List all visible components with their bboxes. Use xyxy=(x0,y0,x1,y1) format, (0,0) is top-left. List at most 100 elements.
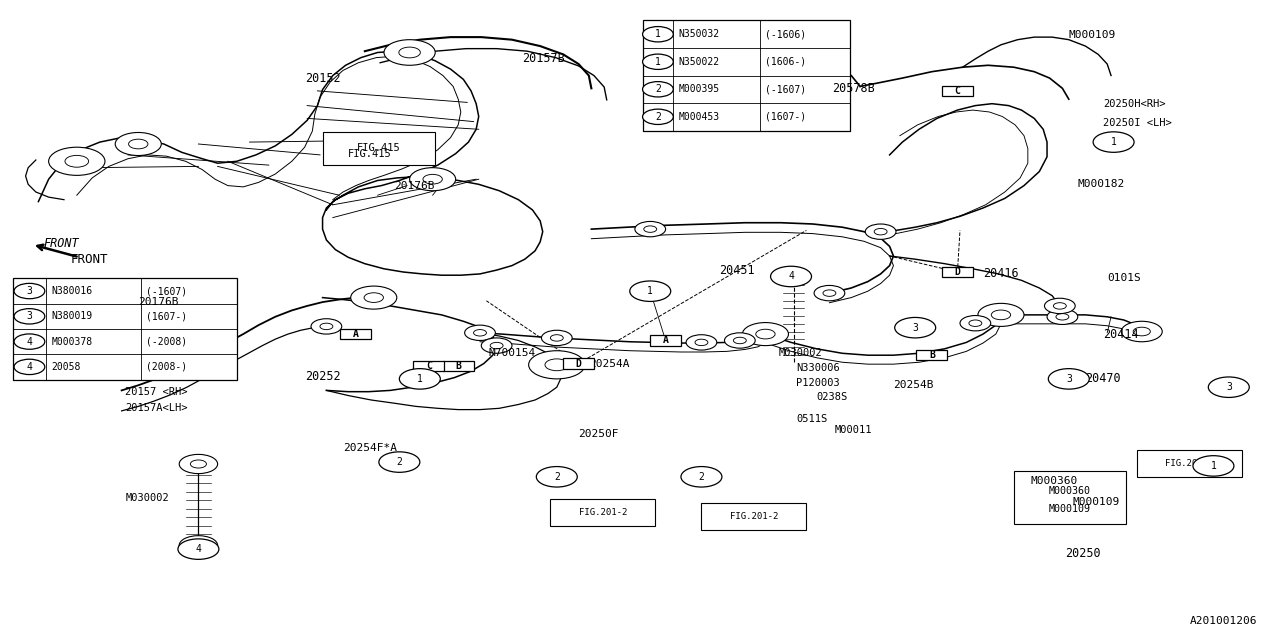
Bar xyxy=(413,361,444,371)
Text: M030002: M030002 xyxy=(778,348,822,358)
Text: FIG.201-2: FIG.201-2 xyxy=(1165,459,1213,468)
Text: M000182: M000182 xyxy=(1078,179,1125,189)
Text: N380016: N380016 xyxy=(51,286,92,296)
Circle shape xyxy=(49,147,105,175)
Circle shape xyxy=(379,452,420,472)
Circle shape xyxy=(733,337,746,344)
Text: FRONT: FRONT xyxy=(44,237,79,250)
Text: (2008-): (2008-) xyxy=(146,362,187,372)
Circle shape xyxy=(550,335,563,341)
Circle shape xyxy=(643,82,673,97)
Text: 20157B: 20157B xyxy=(522,52,564,65)
Text: 4: 4 xyxy=(196,544,201,554)
Text: M000109: M000109 xyxy=(1050,504,1091,514)
Circle shape xyxy=(481,338,512,353)
Text: 3: 3 xyxy=(27,286,32,296)
Bar xyxy=(1014,471,1126,524)
Bar xyxy=(643,20,850,131)
Circle shape xyxy=(364,292,384,303)
Bar xyxy=(942,86,973,96)
Text: A: A xyxy=(353,329,358,339)
Text: B: B xyxy=(929,350,934,360)
Text: M700154: M700154 xyxy=(489,348,536,358)
Text: 20250F: 20250F xyxy=(579,429,620,439)
Circle shape xyxy=(384,40,435,65)
Circle shape xyxy=(686,335,717,350)
Text: D: D xyxy=(955,267,960,277)
Bar xyxy=(323,132,435,165)
Circle shape xyxy=(771,266,812,287)
Text: M000360: M000360 xyxy=(1030,476,1078,486)
Text: M000109: M000109 xyxy=(1069,30,1116,40)
Circle shape xyxy=(179,536,218,555)
Text: 3: 3 xyxy=(27,311,32,321)
Circle shape xyxy=(643,54,673,69)
Circle shape xyxy=(755,329,776,339)
Text: 4: 4 xyxy=(27,337,32,347)
Circle shape xyxy=(410,168,456,191)
Circle shape xyxy=(978,303,1024,326)
Text: 20252: 20252 xyxy=(305,370,340,383)
Bar xyxy=(942,267,973,277)
Text: N350022: N350022 xyxy=(678,57,719,67)
Text: 20157A<LH>: 20157A<LH> xyxy=(125,403,188,413)
Text: 20254B: 20254B xyxy=(893,380,934,390)
Text: (1607-): (1607-) xyxy=(765,112,806,122)
Text: 20152: 20152 xyxy=(305,72,340,84)
Text: N380019: N380019 xyxy=(51,311,92,321)
Text: FIG.415: FIG.415 xyxy=(348,148,392,159)
Circle shape xyxy=(536,467,577,487)
Circle shape xyxy=(351,286,397,309)
Circle shape xyxy=(969,320,982,326)
Text: 3: 3 xyxy=(913,323,918,333)
Text: 20416: 20416 xyxy=(983,268,1019,280)
Text: M000395: M000395 xyxy=(678,84,719,94)
Circle shape xyxy=(814,285,845,301)
Text: 1: 1 xyxy=(655,29,660,39)
Circle shape xyxy=(14,308,45,324)
Text: 2: 2 xyxy=(699,472,704,482)
Text: FIG.415: FIG.415 xyxy=(357,143,401,154)
Circle shape xyxy=(541,330,572,346)
Bar xyxy=(650,335,681,346)
Text: 20254F*A: 20254F*A xyxy=(343,443,397,453)
Circle shape xyxy=(187,301,210,313)
Text: 3: 3 xyxy=(1066,374,1071,384)
Text: (-1606): (-1606) xyxy=(765,29,806,39)
Bar xyxy=(443,361,474,371)
Circle shape xyxy=(490,342,503,349)
Text: 20250I <LH>: 20250I <LH> xyxy=(1103,118,1172,128)
Circle shape xyxy=(1093,132,1134,152)
Text: 20250H<RH>: 20250H<RH> xyxy=(1103,99,1166,109)
Circle shape xyxy=(1053,303,1066,309)
Text: B: B xyxy=(456,361,461,371)
Text: C: C xyxy=(955,86,960,96)
Circle shape xyxy=(1044,298,1075,314)
Text: (-1607): (-1607) xyxy=(146,286,187,296)
Text: 4: 4 xyxy=(788,271,794,282)
Text: 20250: 20250 xyxy=(1065,547,1101,560)
Text: M000360: M000360 xyxy=(1050,486,1091,496)
Circle shape xyxy=(320,323,333,330)
Text: (1606-): (1606-) xyxy=(765,57,806,67)
Text: FIG.201-2: FIG.201-2 xyxy=(730,512,778,521)
Text: 20578B: 20578B xyxy=(832,82,874,95)
Circle shape xyxy=(399,369,440,389)
Bar xyxy=(916,350,947,360)
Text: 0101S: 0101S xyxy=(1107,273,1140,284)
Circle shape xyxy=(128,139,148,149)
Circle shape xyxy=(742,323,788,346)
Circle shape xyxy=(681,467,722,487)
Circle shape xyxy=(991,310,1011,320)
Circle shape xyxy=(545,359,568,371)
Text: 1: 1 xyxy=(1111,137,1116,147)
Text: M030002: M030002 xyxy=(125,493,169,503)
Text: 1: 1 xyxy=(655,57,660,67)
Bar xyxy=(701,503,806,530)
Text: N350032: N350032 xyxy=(678,29,719,39)
Circle shape xyxy=(635,221,666,237)
Text: 20058: 20058 xyxy=(51,362,81,372)
Text: FIG.201-2: FIG.201-2 xyxy=(579,508,627,517)
Text: P120003: P120003 xyxy=(796,378,840,388)
Circle shape xyxy=(1133,327,1151,336)
